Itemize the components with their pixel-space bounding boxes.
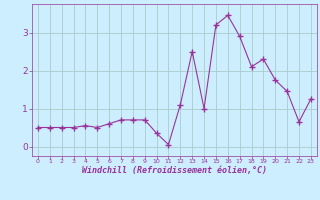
X-axis label: Windchill (Refroidissement éolien,°C): Windchill (Refroidissement éolien,°C) xyxy=(82,166,267,175)
